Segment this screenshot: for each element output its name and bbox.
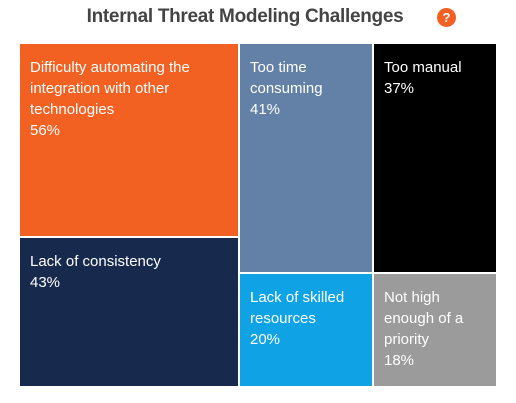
tile-label: Difficulty automating the integration wi… — [30, 59, 190, 118]
tile-label: Lack of skilled resources — [250, 289, 345, 327]
tile-label: Not high enough of a priority — [384, 289, 464, 348]
tile-label: Too manual — [384, 59, 462, 76]
tile: Difficulty automating the integration wi… — [20, 44, 238, 236]
help-icon[interactable]: ? — [437, 8, 456, 27]
tile-value: 20% — [250, 331, 281, 348]
tile: Too time consuming 41% — [240, 44, 372, 272]
tile-value: 43% — [30, 274, 61, 291]
tile: Too manual 37% — [374, 44, 496, 272]
tile: Not high enough of a priority 18% — [374, 274, 496, 386]
tile-label: Too time consuming — [250, 59, 323, 97]
tile: Lack of skilled resources 20% — [240, 274, 372, 386]
tile-value: 37% — [384, 80, 415, 97]
chart-title: Internal Threat Modeling Challenges — [86, 6, 404, 27]
tile-value: 56% — [30, 122, 61, 139]
tile: Lack of consistency 43% — [20, 238, 238, 386]
tile-label: Lack of consistency — [30, 253, 161, 270]
tile-value: 41% — [250, 101, 281, 118]
tile-value: 18% — [384, 352, 415, 369]
